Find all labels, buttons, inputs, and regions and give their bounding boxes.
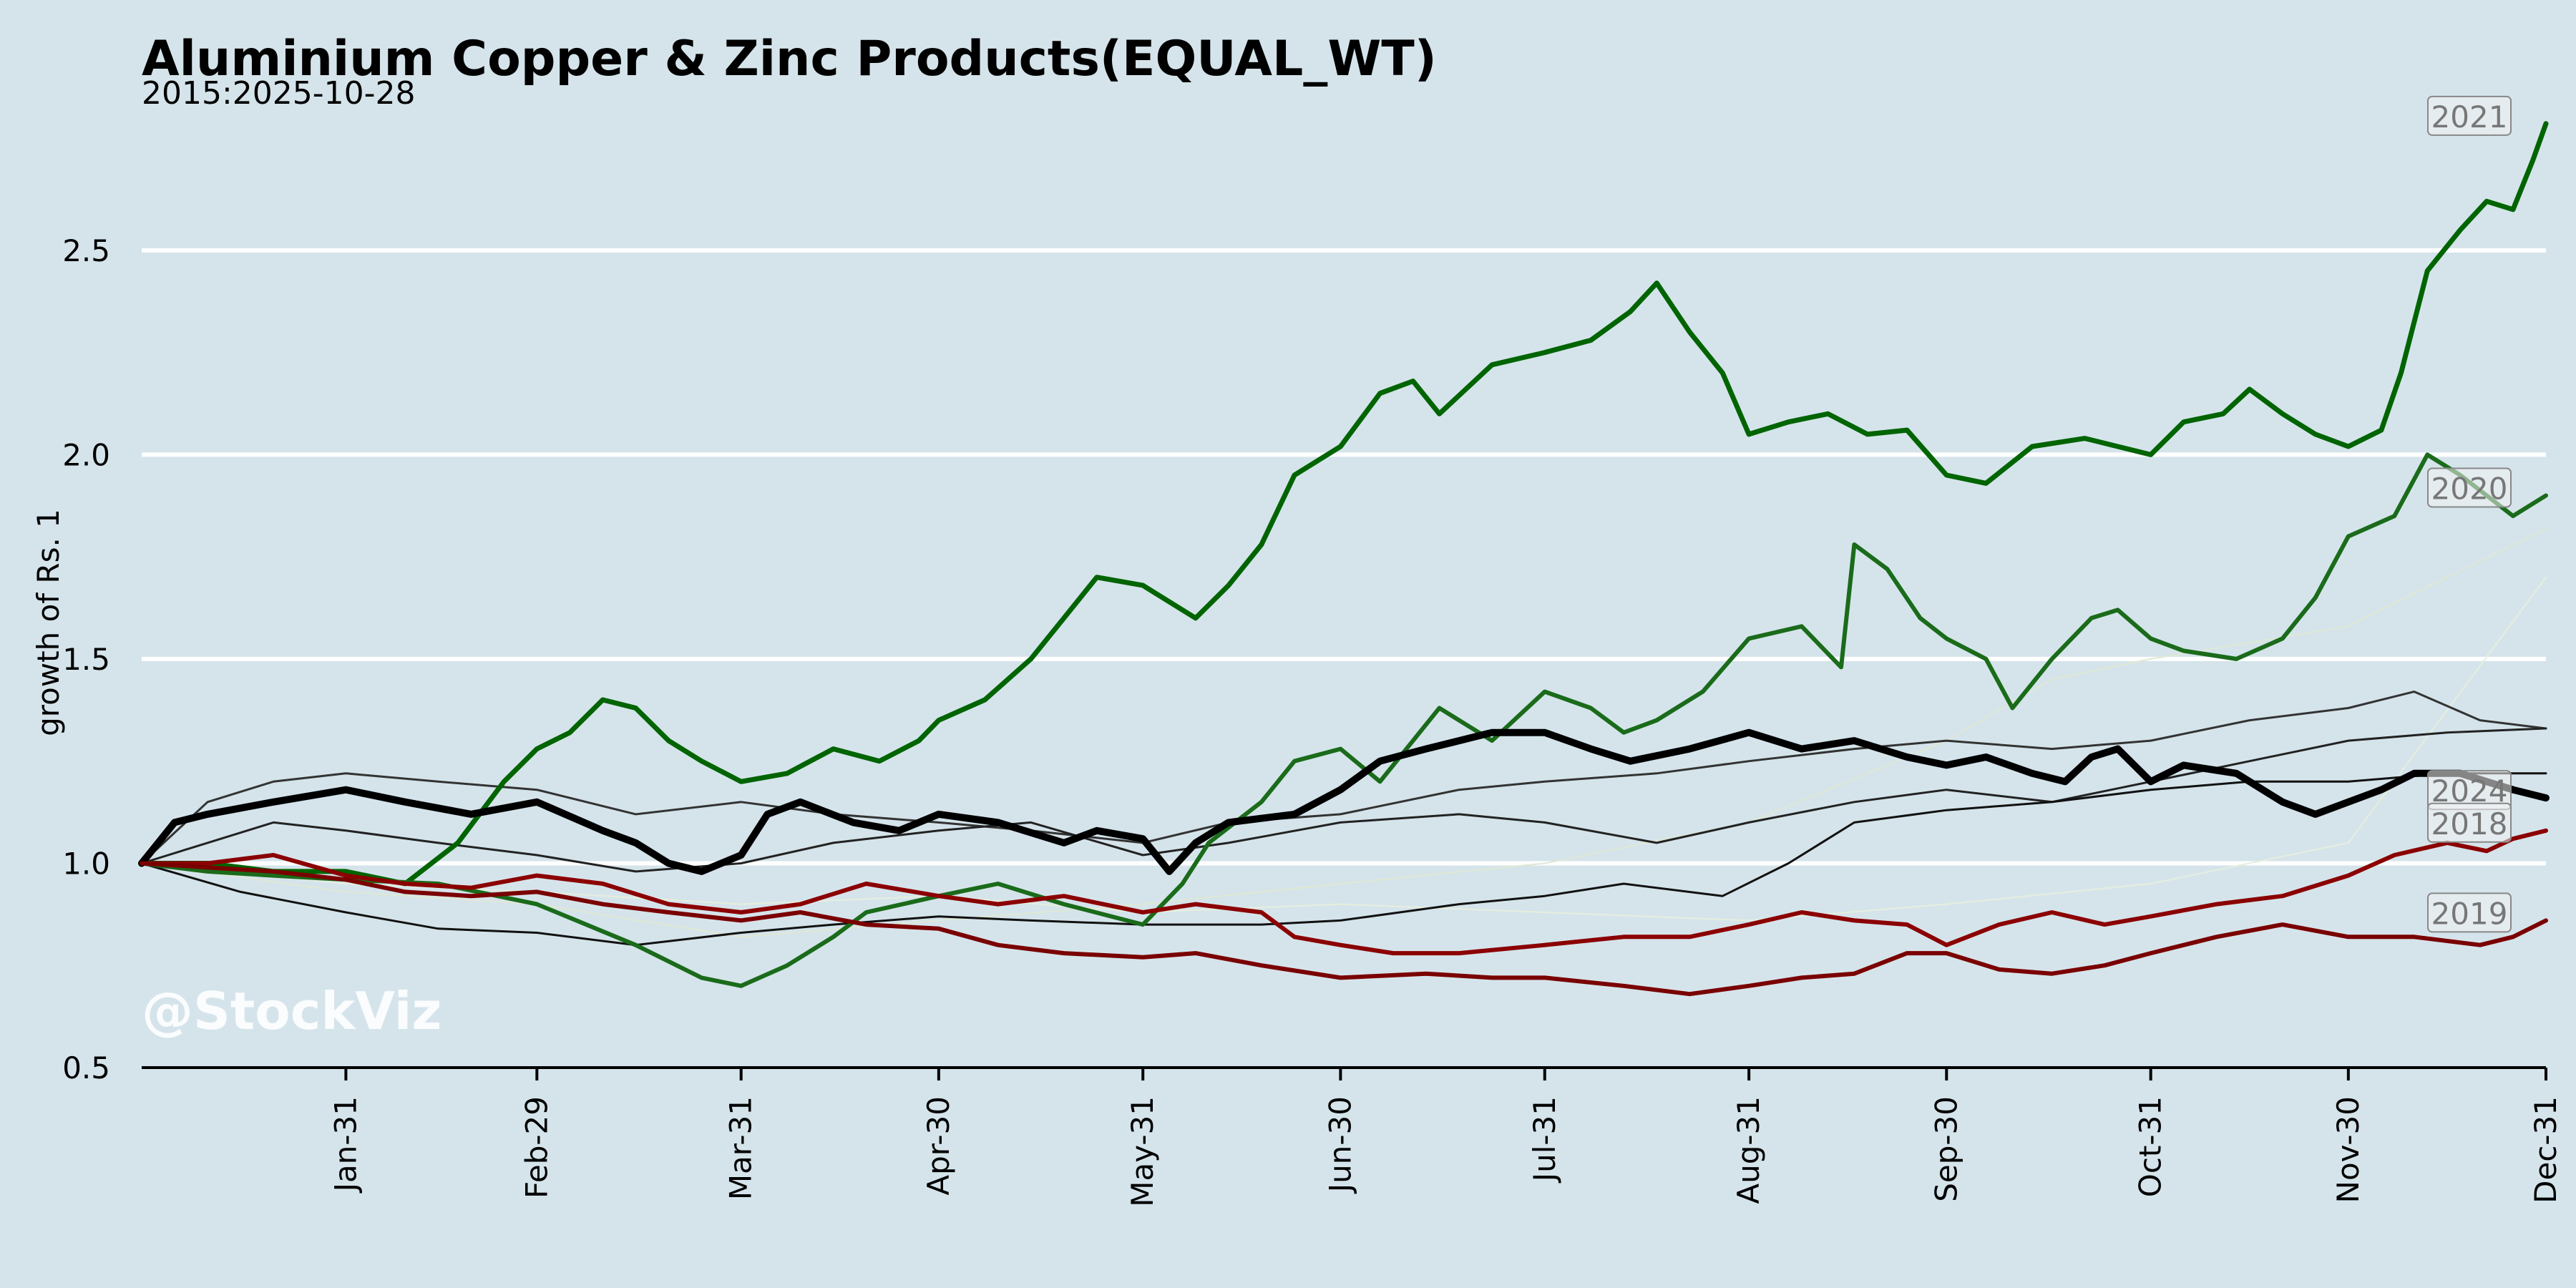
y-tick-label: 2.5	[62, 233, 110, 268]
series-line-2018	[140, 828, 2548, 956]
x-tick-label: Nov-30	[2331, 1096, 2366, 1203]
year-label-text: 2018	[2431, 806, 2508, 841]
x-tick-label: Sep-30	[1928, 1096, 1963, 1202]
x-tick-label: Feb-29	[519, 1096, 554, 1199]
year-label-2019: 2019	[2427, 892, 2512, 933]
year-label-2018: 2018	[2427, 802, 2512, 843]
chart-title: Aluminium Copper & Zinc Products(EQUAL_W…	[142, 31, 1437, 87]
x-tick-label: Oct-31	[2133, 1096, 2168, 1197]
chart-subtitle: 2015:2025-10-28	[142, 75, 416, 112]
x-tick-label: Jul-31	[1527, 1096, 1562, 1184]
series-line-bg-2	[140, 691, 2547, 864]
year-label-box	[2427, 95, 2512, 136]
y-tick-label: 1.5	[62, 642, 110, 677]
series-lines	[138, 121, 2550, 997]
x-ticks: Jan-31 Feb-29 Mar-31 Apr-30 May-31 Jun-30 Jul-…	[328, 1068, 2563, 1207]
x-tick-label: Jun-30	[1322, 1096, 1357, 1194]
x-tick-label: Jan-31	[328, 1096, 363, 1194]
year-label-2020: 2020	[2427, 467, 2512, 508]
year-label-text: 2021	[2431, 99, 2508, 135]
y-tick-label: 2.0	[62, 437, 110, 472]
year-label-2021: 2021	[2427, 95, 2512, 136]
x-tick-label: Dec-31	[2528, 1096, 2563, 1204]
series-line-2021	[139, 121, 2549, 887]
series-line-2020	[140, 452, 2548, 988]
year-label-box	[2427, 892, 2512, 933]
series-line-2024	[138, 728, 2550, 875]
y-tick-label: 0.5	[62, 1050, 110, 1085]
series-line-bg-4	[140, 772, 2547, 947]
year-label-text: 2020	[2431, 472, 2508, 507]
series-line-2019	[140, 861, 2548, 997]
y-ticks: 0.5 1.0 1.5 2.0 2.5	[62, 233, 110, 1085]
year-label-text: 2019	[2431, 896, 2508, 931]
y-tick-label: 1.0	[62, 846, 110, 881]
x-tick-label: Apr-30	[921, 1096, 956, 1196]
watermark-text: @StockViz	[142, 981, 441, 1041]
year-label-box	[2427, 467, 2512, 508]
x-tick-label: May-31	[1125, 1096, 1160, 1207]
year-label-box	[2427, 802, 2512, 843]
x-tick-label: Aug-31	[1731, 1096, 1766, 1204]
x-tick-label: Mar-31	[723, 1096, 758, 1200]
y-axis-label: growth of Rs. 1	[31, 509, 66, 736]
